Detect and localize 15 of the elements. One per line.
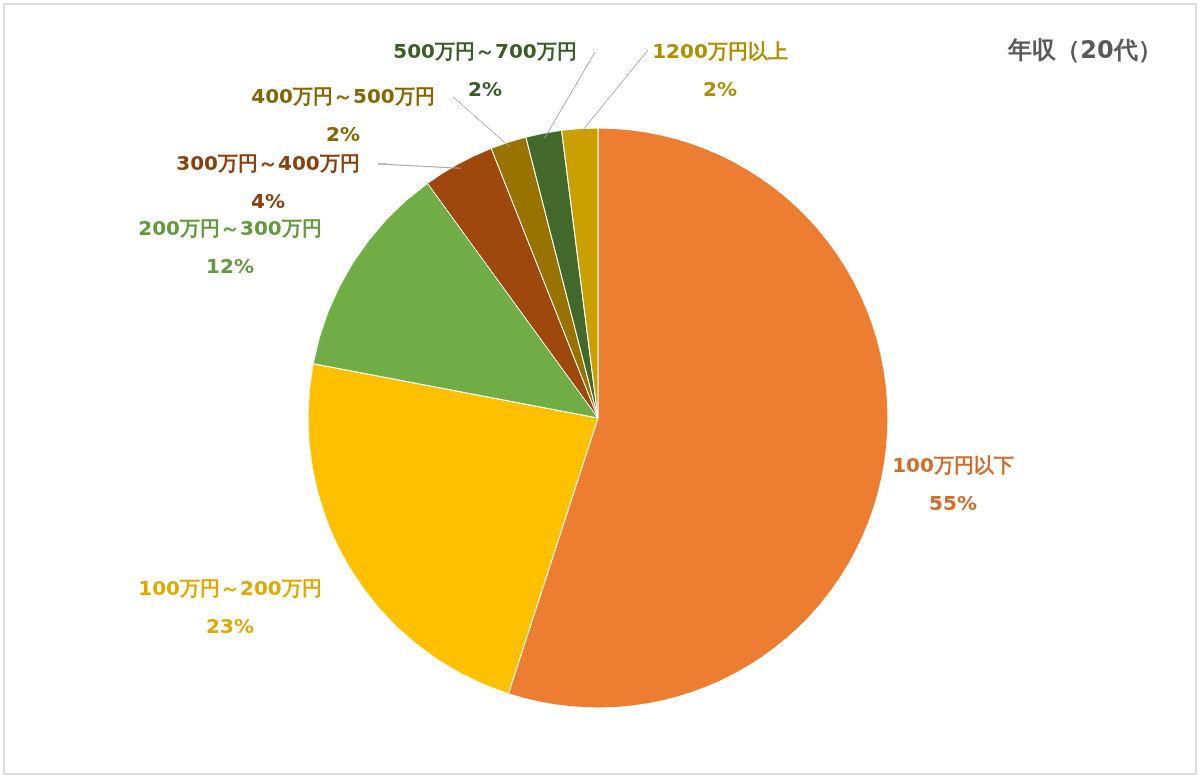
- text: 年収（20代）: [1007, 36, 1162, 64]
- slice-label: 400万円～500万円: [251, 84, 435, 108]
- data-label: 2%: [703, 77, 737, 101]
- slice-label: 200万円～300万円: [138, 216, 322, 240]
- slice-label: 300万円～400万円: [176, 151, 360, 175]
- data-label: 12%: [206, 254, 254, 278]
- data-label: 55%: [929, 491, 977, 515]
- data-label: 23%: [206, 614, 254, 638]
- slice-label: 1200万円以上: [652, 39, 788, 63]
- data-label: 2%: [326, 122, 360, 146]
- slice-label: 500万円～700万円: [393, 39, 577, 63]
- data-label: 4%: [251, 189, 285, 213]
- slice-label: 100万円～200万円: [138, 576, 322, 600]
- data-label: 2%: [468, 77, 502, 101]
- slice-label: 100万円以下: [892, 453, 1014, 477]
